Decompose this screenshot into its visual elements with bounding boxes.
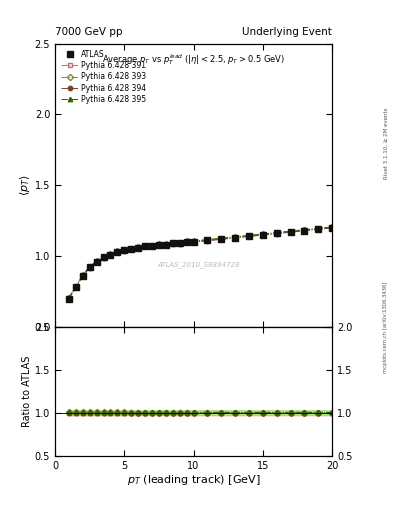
Text: Underlying Event: Underlying Event — [242, 27, 332, 37]
Text: ATLAS_2010_S8894728: ATLAS_2010_S8894728 — [158, 261, 241, 268]
Text: Average $p_T$ vs $p_T^{lead}$ ($|\eta| < 2.5$, $p_T > 0.5$ GeV): Average $p_T$ vs $p_T^{lead}$ ($|\eta| <… — [102, 52, 285, 67]
Text: Rivet 3.1.10, ≥ 2M events: Rivet 3.1.10, ≥ 2M events — [384, 108, 388, 179]
Y-axis label: $\langle p_T \rangle$: $\langle p_T \rangle$ — [18, 174, 32, 196]
Text: 7000 GeV pp: 7000 GeV pp — [55, 27, 123, 37]
Y-axis label: Ratio to ATLAS: Ratio to ATLAS — [22, 356, 32, 427]
X-axis label: $p_T$ (leading track) [GeV]: $p_T$ (leading track) [GeV] — [127, 473, 261, 487]
Text: mcplots.cern.ch [arXiv:1306.3436]: mcplots.cern.ch [arXiv:1306.3436] — [384, 282, 388, 373]
Legend: ATLAS, Pythia 6.428 391, Pythia 6.428 393, Pythia 6.428 394, Pythia 6.428 395: ATLAS, Pythia 6.428 391, Pythia 6.428 39… — [59, 47, 149, 106]
